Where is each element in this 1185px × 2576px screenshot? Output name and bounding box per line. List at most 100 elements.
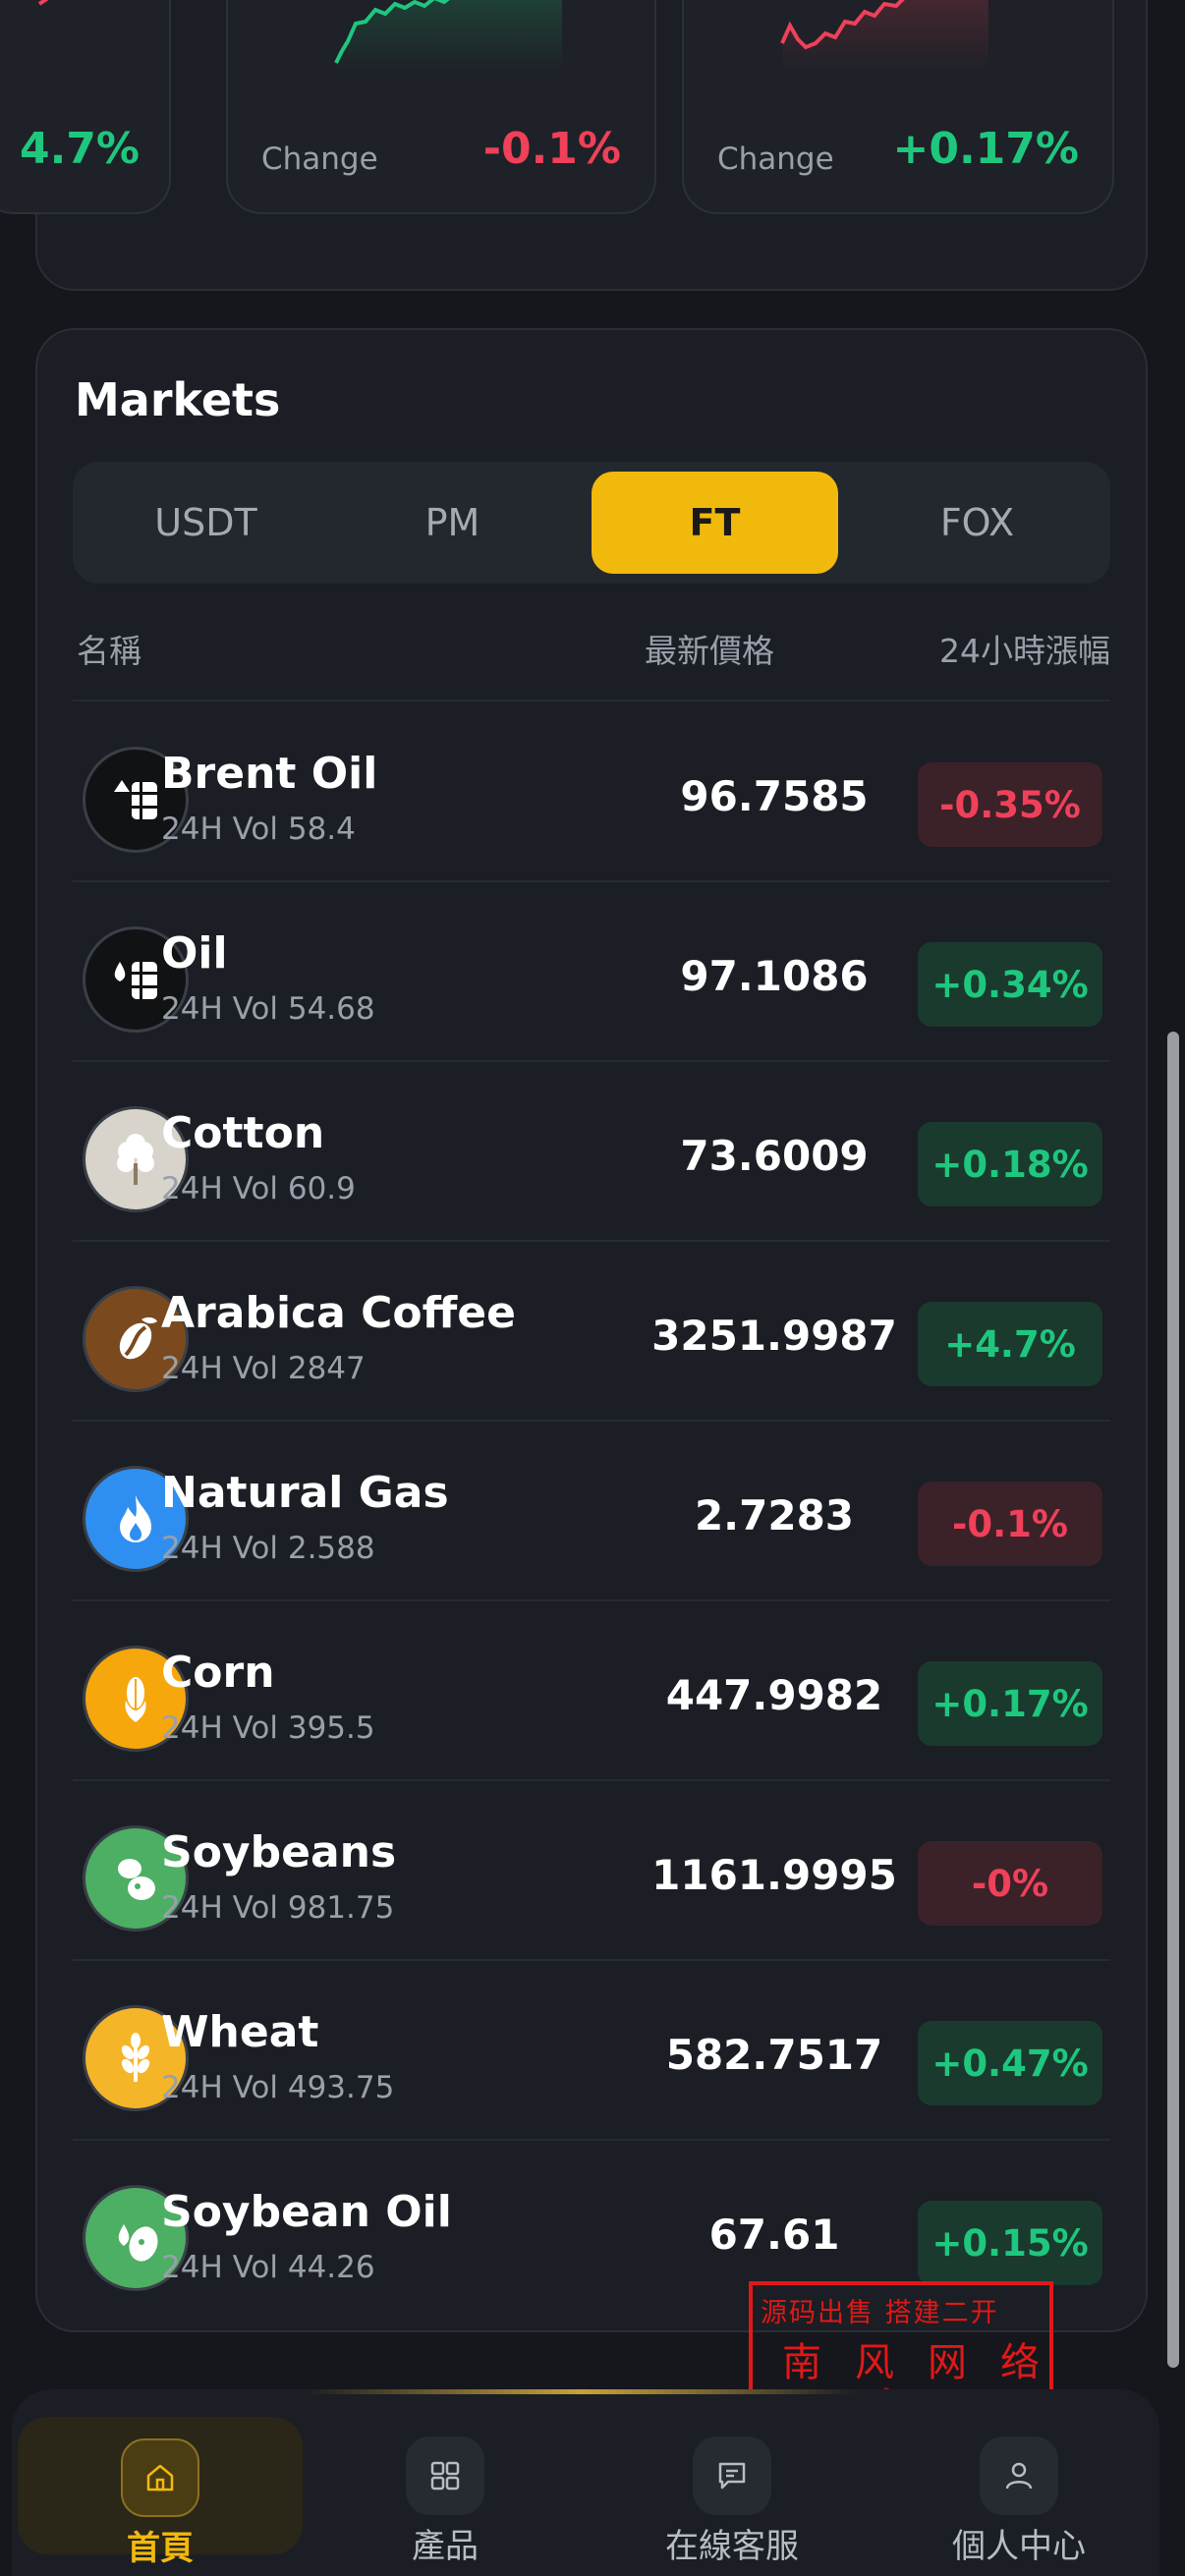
asset-volume: 24H Vol 2847	[161, 1351, 366, 1386]
asset-name: Soybeans	[161, 1827, 397, 1877]
market-row-wheat[interactable]: Wheat 24H Vol 493.75 582.7517 +0.47%	[73, 1960, 1110, 2139]
divider	[73, 880, 1110, 882]
change-value: -0.1%	[482, 124, 621, 174]
flame-icon	[83, 1466, 189, 1572]
top-cards-container: 4.7% Change -0.1% Change +0.17%	[0, 0, 1148, 291]
wheat-icon	[83, 2005, 189, 2111]
sparkline-chart	[37, 0, 61, 6]
oil-barrel-icon	[83, 747, 189, 853]
nav-item-products[interactable]: 產品	[303, 2415, 588, 2572]
nav-item-support[interactable]: 在線客服	[590, 2415, 875, 2572]
market-row-brent-oil[interactable]: Brent Oil 24H Vol 58.4 96.7585 -0.35%	[73, 701, 1110, 880]
tab-usdt[interactable]: USDT	[154, 501, 257, 544]
divider	[73, 1959, 1110, 1961]
watermark-line-1: 源码出售 搭建二开	[761, 2298, 999, 2328]
asset-volume: 24H Vol 54.68	[161, 991, 375, 1027]
asset-price: 97.1086	[680, 952, 869, 1000]
asset-volume: 24H Vol 493.75	[161, 2070, 395, 2105]
market-row-soybean-oil[interactable]: Soybean Oil 24H Vol 44.26 67.61 +0.15%	[73, 2140, 1110, 2319]
sparkline-chart	[780, 0, 988, 73]
change-badge: +0.47%	[918, 2021, 1102, 2105]
asset-name: Brent Oil	[161, 749, 378, 799]
asset-volume: 24H Vol 981.75	[161, 1890, 395, 1926]
sparkline-chart	[334, 0, 562, 73]
nav-item-home[interactable]: 首頁	[18, 2417, 303, 2568]
cotton-icon	[83, 1106, 189, 1212]
change-label: Change	[261, 141, 378, 177]
asset-volume: 24H Vol 44.26	[161, 2250, 375, 2285]
divider	[73, 1599, 1110, 1601]
asset-volume: 24H Vol 58.4	[161, 812, 356, 847]
nav-item-profile[interactable]: 個人中心	[876, 2415, 1161, 2572]
asset-price: 1161.9995	[651, 1851, 897, 1899]
nav-label-products: 產品	[412, 2527, 479, 2566]
market-row-oil[interactable]: Oil 24H Vol 54.68 97.1086 +0.34%	[73, 881, 1110, 1060]
asset-name: Corn	[161, 1648, 275, 1698]
asset-name: Cotton	[161, 1108, 325, 1158]
change-badge: -0.1%	[918, 1482, 1102, 1566]
market-row-soybeans[interactable]: Soybeans 24H Vol 981.75 1161.9995 -0%	[73, 1780, 1110, 1959]
asset-name: Arabica Coffee	[161, 1288, 516, 1338]
asset-name: Natural Gas	[161, 1468, 449, 1518]
markets-panel: Markets USDT PM FT FOX 名稱 最新價格 24小時漲幅 Br…	[35, 328, 1148, 2332]
soybean-oil-icon	[83, 2185, 189, 2291]
asset-name: Wheat	[161, 2007, 319, 2057]
divider	[73, 1060, 1110, 1062]
asset-price: 96.7585	[680, 772, 869, 820]
asset-price: 3251.9987	[651, 1312, 897, 1360]
nav-glow-line	[307, 2389, 857, 2394]
oil-drop-barrel-icon	[83, 926, 189, 1033]
change-badge: +0.17%	[918, 1661, 1102, 1746]
change-badge: -0%	[918, 1841, 1102, 1926]
asset-volume: 24H Vol 395.5	[161, 1710, 375, 1746]
tab-ft[interactable]: FT	[592, 472, 838, 574]
scrollbar[interactable]	[1167, 1032, 1179, 2368]
market-row-corn[interactable]: Corn 24H Vol 395.5 447.9982 +0.17%	[73, 1600, 1110, 1779]
chat-icon	[693, 2436, 771, 2515]
soybean-icon	[83, 1825, 189, 1932]
market-row-cotton[interactable]: Cotton 24H Vol 60.9 73.6009 +0.18%	[73, 1061, 1110, 1240]
ticker-card-2[interactable]: Change -0.1%	[226, 0, 656, 214]
change-badge: +0.15%	[918, 2201, 1102, 2285]
asset-name: Oil	[161, 928, 228, 979]
divider	[73, 1420, 1110, 1422]
divider	[73, 700, 1110, 701]
asset-price: 447.9982	[665, 1671, 883, 1719]
coffee-bean-icon	[83, 1286, 189, 1392]
market-tabs: USDT PM FT FOX	[73, 462, 1110, 584]
asset-name: Soybean Oil	[161, 2187, 452, 2237]
ticker-card-1[interactable]: 4.7%	[0, 0, 171, 214]
column-price: 最新價格	[645, 632, 774, 670]
tab-fox[interactable]: FOX	[939, 501, 1015, 544]
asset-price: 67.61	[708, 2211, 840, 2259]
column-headers: 名稱 最新價格 24小時漲幅	[77, 625, 1110, 684]
asset-price: 2.7283	[694, 1491, 855, 1540]
corn-icon	[83, 1646, 189, 1752]
divider	[73, 1240, 1110, 1242]
change-label: Change	[717, 141, 834, 177]
market-row-arabica-coffee[interactable]: Arabica Coffee 24H Vol 2847 3251.9987 +4…	[73, 1241, 1110, 1420]
column-change: 24小時漲幅	[939, 632, 1110, 670]
change-badge: +0.34%	[918, 942, 1102, 1027]
asset-volume: 24H Vol 60.9	[161, 1171, 356, 1206]
nav-label-profile: 個人中心	[952, 2527, 1086, 2566]
ticker-card-3[interactable]: Change +0.17%	[682, 0, 1114, 214]
market-row-natural-gas[interactable]: Natural Gas 24H Vol 2.588 2.7283 -0.1%	[73, 1421, 1110, 1599]
bottom-nav: 首頁 產品 在線客服 個人中心	[12, 2389, 1159, 2576]
divider	[73, 1779, 1110, 1781]
change-badge: +0.18%	[918, 1122, 1102, 1206]
change-badge: +4.7%	[918, 1302, 1102, 1386]
tab-pm[interactable]: PM	[424, 501, 480, 544]
column-name: 名稱	[77, 632, 141, 670]
markets-title: Markets	[75, 373, 281, 426]
nav-label-home: 首頁	[127, 2529, 194, 2568]
asset-price: 582.7517	[665, 2031, 883, 2079]
asset-price: 73.6009	[680, 1132, 869, 1180]
asset-volume: 24H Vol 2.588	[161, 1531, 375, 1566]
nav-label-support: 在線客服	[665, 2527, 799, 2566]
change-value: 4.7%	[19, 124, 140, 174]
grid-icon	[406, 2436, 484, 2515]
change-value: +0.17%	[892, 124, 1079, 174]
user-icon	[980, 2436, 1058, 2515]
home-icon	[121, 2438, 199, 2517]
